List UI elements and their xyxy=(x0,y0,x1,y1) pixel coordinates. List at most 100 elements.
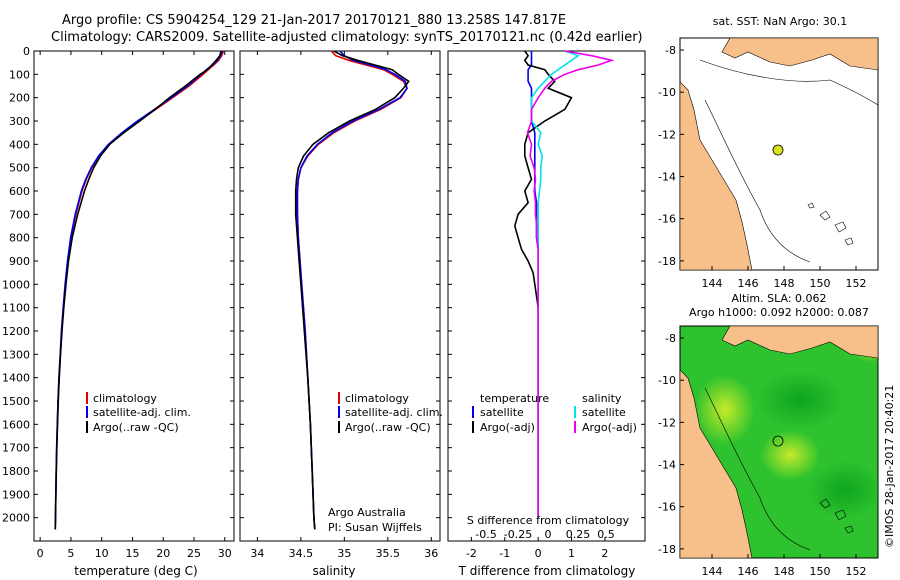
annotation-pi: PI: Susan Wijffels xyxy=(328,521,422,534)
x-tick-label: 35.5 xyxy=(376,547,401,560)
depth-tick-label: 1800 xyxy=(2,465,30,478)
annotation-argo-australia: Argo Australia xyxy=(328,506,406,519)
map-y-tick-label: -10 xyxy=(658,86,676,99)
series-S-argo xyxy=(526,50,615,518)
sst-map: sat. SST: NaN Argo: 30.1 -8 -10 -12 -14 -16 -… xyxy=(658,15,879,290)
depth-tick-label: 300 xyxy=(9,115,30,128)
map-y-tick-label: -18 xyxy=(658,543,676,556)
title-line-1: Argo profile: CS 5904254_129 21-Jan-2017… xyxy=(62,13,566,28)
x-tick-label: 30 xyxy=(218,547,232,560)
depth-tick-label: 200 xyxy=(9,92,30,105)
sla-field-high xyxy=(760,430,820,480)
x-tick-label: -2 xyxy=(466,547,477,560)
temperature-legend: climatology satellite-adj. clim. Argo(..… xyxy=(86,392,191,434)
map-x-tick-label: 148 xyxy=(774,565,795,578)
s-difference-label: S difference from climatology xyxy=(467,514,630,527)
depth-tick-label: 600 xyxy=(9,185,30,198)
map-y-tick-label: -16 xyxy=(658,213,676,226)
sla-bathymetry-contour xyxy=(704,387,811,551)
sla-reefs xyxy=(819,498,854,534)
map-y-tick-label: -14 xyxy=(658,459,676,472)
depth-tick-label: 1100 xyxy=(2,302,30,315)
map-x-tick-label: 144 xyxy=(702,277,723,290)
series-T-satellite xyxy=(527,51,540,518)
map-x-tick-label: 144 xyxy=(702,565,723,578)
depth-tick-label: 1300 xyxy=(2,348,30,361)
legend-temperature-header: temperature xyxy=(480,392,549,405)
depth-tick-label: 1700 xyxy=(2,442,30,455)
sla-map-title-2: Argo h1000: 0.092 h2000: 0.087 xyxy=(689,306,869,319)
map-y-tick-label: -8 xyxy=(665,44,676,57)
temperature-panel: 0 5 10 15 20 25 30 temperature (deg C) climato… xyxy=(33,50,235,578)
sla-map-title-1: Altim. SLA: 0.062 xyxy=(731,292,826,305)
t-difference-xlabel: T difference from climatology xyxy=(458,564,636,578)
x-tick-label: 34 xyxy=(250,547,264,560)
temperature-xlabel: temperature (deg C) xyxy=(74,564,197,578)
map-x-tick-label: 146 xyxy=(738,565,759,578)
sla-field-low xyxy=(755,370,845,430)
series-argo xyxy=(54,50,222,530)
map-y-tick-label: -12 xyxy=(658,416,676,429)
map-y-tick-label: -12 xyxy=(658,128,676,141)
argo-float-marker-sla xyxy=(772,435,784,447)
map-x-tick-label: 150 xyxy=(810,277,831,290)
x-tick-label: 0 xyxy=(535,547,542,560)
x-tick-label: 35 xyxy=(337,547,351,560)
x-tick-label: 10 xyxy=(95,547,109,560)
salinity-frame xyxy=(239,50,441,542)
series-climatology xyxy=(54,50,225,530)
s-difference-ticks: -0.5 -0.25 0 0.25 0.5 xyxy=(475,528,614,541)
legend-s-satellite: satellite xyxy=(582,406,626,419)
x-tick-label: 2 xyxy=(601,547,608,560)
x-tick-label: 15 xyxy=(125,547,139,560)
argo-float-marker xyxy=(772,144,784,156)
x-tick-label: 0 xyxy=(37,547,44,560)
x-tick-label: 25 xyxy=(187,547,201,560)
depth-axis: 0 100 200 300 400 500 600 700 800 900 1000 1100 1200… xyxy=(2,45,30,525)
temperature-frame xyxy=(33,50,235,542)
legend-t-argo: Argo(-adj) xyxy=(480,421,535,434)
legend-satellite: satellite-adj. clim. xyxy=(93,406,191,419)
depth-tick-label: 700 xyxy=(9,208,30,221)
difference-legend: temperature salinity satellite Argo(-adj… xyxy=(472,392,637,434)
difference-panel: -2 -1 0 1 2 S difference from climatology -0… xyxy=(447,50,646,578)
series-argo xyxy=(294,50,410,530)
depth-tick-label: 1000 xyxy=(2,278,30,291)
sst-reefs xyxy=(807,202,854,246)
legend-t-satellite: satellite xyxy=(480,406,524,419)
map-x-tick-label: 152 xyxy=(846,565,867,578)
s-tick: 0.5 xyxy=(597,528,615,541)
depth-tick-label: 800 xyxy=(9,232,30,245)
sst-land-australia xyxy=(680,81,753,270)
salinity-xlabel: salinity xyxy=(312,564,355,578)
depth-tick-label: 1200 xyxy=(2,325,30,338)
sla-land-australia xyxy=(680,369,753,558)
depth-tick-label: 2000 xyxy=(2,512,30,525)
x-tick-label: 34.5 xyxy=(289,547,314,560)
map-y-tick-label: -8 xyxy=(665,332,676,345)
x-tick-label: -1 xyxy=(499,547,510,560)
legend-climatology: climatology xyxy=(93,392,157,405)
sst-map-title: sat. SST: NaN Argo: 30.1 xyxy=(713,15,847,28)
s-tick: -0.5 xyxy=(475,528,496,541)
depth-tick-label: 100 xyxy=(9,68,30,81)
depth-tick-label: 1500 xyxy=(2,395,30,408)
sla-field-high xyxy=(695,375,755,445)
s-tick: 0 xyxy=(545,528,552,541)
depth-tick-label: 900 xyxy=(9,255,30,268)
legend-argo: Argo(..raw -QC) xyxy=(345,421,431,434)
x-tick-label: 1 xyxy=(568,547,575,560)
series-climatology xyxy=(296,50,408,530)
legend-climatology: climatology xyxy=(345,392,409,405)
sla-field-low xyxy=(805,460,878,520)
imos-credit: ©IMOS 28-Jan-2017 20:40:21 xyxy=(883,385,896,548)
depth-tick-label: 1900 xyxy=(2,488,30,501)
difference-frame xyxy=(447,50,646,542)
legend-salinity-header: salinity xyxy=(582,392,622,405)
depth-tick-label: 1400 xyxy=(2,372,30,385)
sla-map: Altim. SLA: 0.062 Argo h1000: 0.092 h200… xyxy=(658,292,879,578)
map-x-tick-label: 152 xyxy=(846,277,867,290)
depth-tick-label: 1600 xyxy=(2,418,30,431)
map-x-tick-label: 148 xyxy=(774,277,795,290)
